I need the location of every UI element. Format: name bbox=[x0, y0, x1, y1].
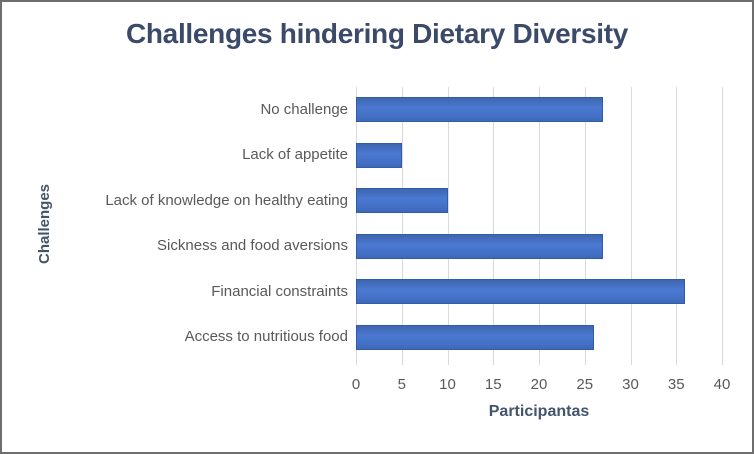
bar bbox=[356, 233, 604, 259]
x-axis-tick-label: 25 bbox=[576, 376, 594, 393]
x-axis-tick-label: 15 bbox=[484, 376, 502, 393]
category-label: Sickness and food aversions bbox=[157, 237, 348, 255]
gridline bbox=[584, 87, 586, 365]
x-axis-title: Participantas bbox=[488, 403, 590, 420]
gridline bbox=[447, 87, 449, 365]
plot-area bbox=[356, 87, 723, 365]
gridline bbox=[493, 87, 495, 365]
x-axis-tick-label: 40 bbox=[713, 376, 731, 393]
bar bbox=[356, 279, 686, 305]
gridline bbox=[676, 87, 678, 365]
x-axis-tick-label: 5 bbox=[397, 376, 406, 393]
category-axis-labels: No challenge Lack of appetite Lack of know… bbox=[58, 87, 348, 360]
gridline bbox=[722, 87, 723, 365]
category-label: Access to nutritious food bbox=[184, 328, 348, 346]
x-axis-tick-label: 35 bbox=[667, 376, 685, 393]
category-label: Lack of appetite bbox=[242, 146, 348, 164]
category-label: Financial constraints bbox=[211, 282, 348, 300]
bar bbox=[356, 142, 402, 168]
chart-title: Challenges hindering Dietary Diversity bbox=[125, 18, 629, 49]
bar bbox=[356, 97, 604, 123]
x-axis-tick-labels: 0 5 10 15 20 25 30 35 40 bbox=[352, 376, 731, 396]
bar bbox=[356, 188, 448, 214]
category-label: No challenge bbox=[260, 100, 348, 118]
x-axis-tick-label: 30 bbox=[622, 376, 639, 393]
gridline bbox=[356, 87, 357, 365]
gridline bbox=[539, 87, 540, 365]
category-label: Lack of knowledge on healthy eating bbox=[105, 191, 348, 209]
y-axis-title: Challenges bbox=[36, 183, 53, 264]
x-axis-tick-label: 10 bbox=[439, 376, 456, 393]
gridline bbox=[630, 87, 632, 365]
gridline bbox=[401, 87, 403, 365]
bar bbox=[356, 324, 594, 350]
x-axis-tick-label: 0 bbox=[351, 376, 361, 393]
x-axis-tick-label: 20 bbox=[530, 376, 548, 393]
